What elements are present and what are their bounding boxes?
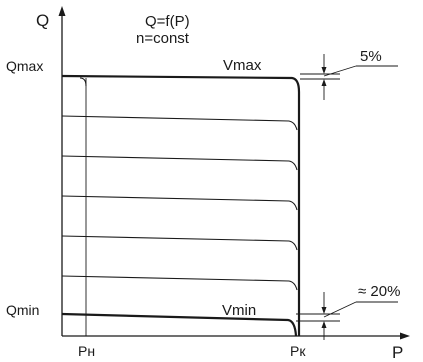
intermediate-curves [61, 115, 298, 291]
top-tolerance-label: 5% [360, 48, 382, 65]
p-n-corner [79, 77, 87, 87]
x-axis-arrow [400, 332, 410, 340]
intermediate-curve [61, 235, 298, 251]
p-k-label: Pк [290, 343, 306, 359]
y-axis-label: Q [36, 11, 49, 30]
q-max-label: Qmax [6, 58, 43, 74]
intermediate-curve [61, 195, 298, 211]
intermediate-curve [61, 155, 298, 171]
bottom-tolerance-marker [296, 292, 398, 340]
v-min-label: Vmin [222, 302, 256, 319]
intermediate-curve [61, 115, 298, 131]
p-n-label: Pн [78, 343, 95, 359]
axes [58, 6, 410, 340]
v-max-curve [61, 74, 301, 336]
x-axis-label: P [392, 343, 403, 362]
bottom-tolerance-label: ≈ 20% [358, 283, 400, 300]
intermediate-curve [61, 275, 298, 291]
condition-text: n=const [136, 30, 190, 47]
y-axis-arrow [58, 6, 66, 16]
v-min-curve [61, 312, 298, 337]
top-tolerance-marker [300, 54, 398, 100]
formula-text: Q=f(P) [145, 13, 190, 30]
v-max-label: Vmax [223, 57, 262, 74]
q-min-label: Qmin [6, 302, 39, 318]
